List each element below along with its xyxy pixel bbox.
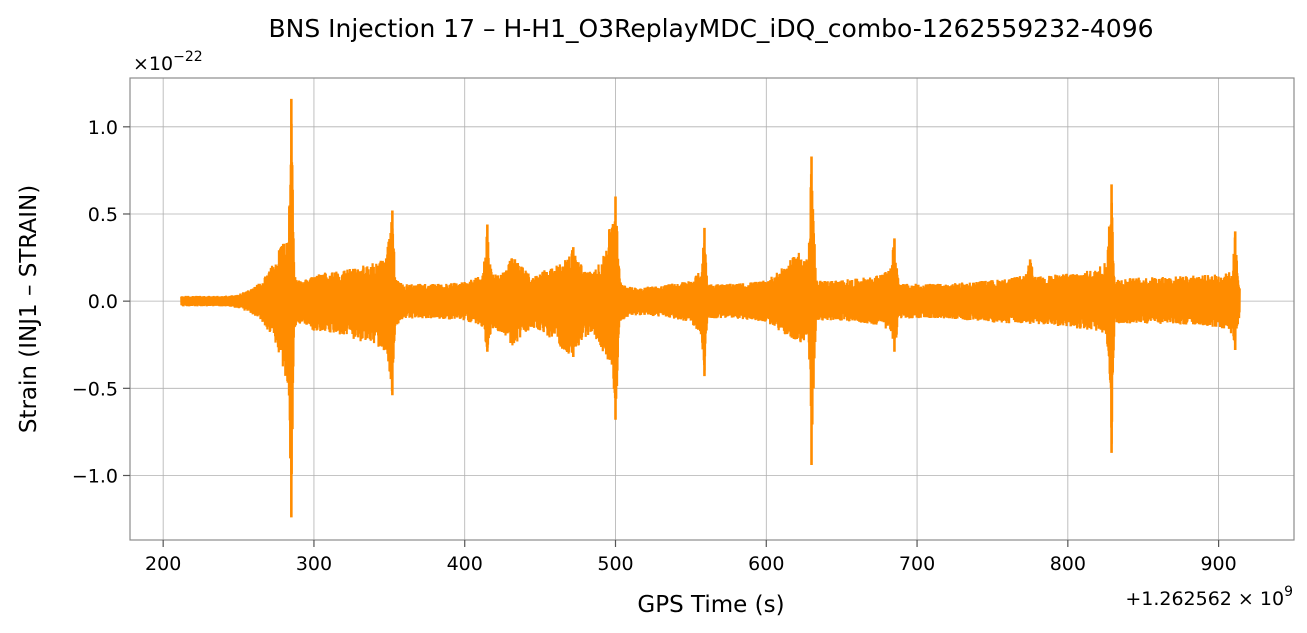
y-tick-label: −1.0 bbox=[72, 465, 118, 487]
x-offset-base: +1.262562 × 10 bbox=[1125, 588, 1284, 610]
series-strain-line bbox=[180, 123, 1241, 475]
x-axis-label: GPS Time (s) bbox=[637, 592, 784, 618]
y-axis-label: Strain (INJ1 – STRAIN) bbox=[16, 185, 42, 433]
x-offset-exponent: 9 bbox=[1284, 584, 1293, 600]
x-tick-label: 900 bbox=[1200, 553, 1236, 575]
x-tick-label: 200 bbox=[145, 553, 181, 575]
y-tick-label: 0.5 bbox=[88, 204, 118, 226]
y-tick-label: 1.0 bbox=[88, 117, 118, 139]
x-tick-label: 500 bbox=[597, 553, 633, 575]
x-axis-ticks: 200 300 400 500 600 700 800 900 bbox=[145, 540, 1237, 575]
x-offset-factor: +1.262562 × 109 bbox=[1125, 584, 1293, 610]
chart-title: BNS Injection 17 – H-H1_O3ReplayMDC_iDQ_… bbox=[268, 14, 1153, 43]
transient-spikes bbox=[290, 98, 1237, 518]
y-scale-exponent: −22 bbox=[173, 49, 203, 65]
plot-frame bbox=[129, 77, 1295, 541]
x-tick-label: 700 bbox=[899, 553, 935, 575]
x-tick-label: 300 bbox=[296, 553, 332, 575]
y-tick-label: 0.0 bbox=[88, 291, 118, 313]
y-scale-factor: ×10−22 bbox=[133, 49, 203, 75]
x-tick-label: 800 bbox=[1050, 553, 1086, 575]
y-tick-label: −0.5 bbox=[72, 378, 118, 400]
y-scale-base: ×10 bbox=[133, 53, 173, 75]
x-tick-label: 600 bbox=[748, 553, 784, 575]
x-tick-label: 400 bbox=[447, 553, 483, 575]
y-axis-ticks: 1.0 0.5 0.0 −0.5 −1.0 bbox=[72, 117, 130, 487]
